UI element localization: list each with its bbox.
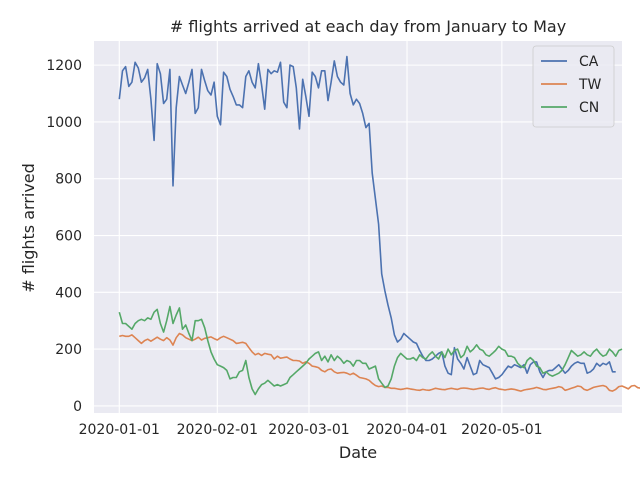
y-tick-label: 1000: [46, 115, 82, 131]
y-tick-label: 800: [55, 172, 82, 188]
x-tick-label: 2020-03-01: [268, 422, 349, 438]
y-axis-label: # flights arrived: [19, 163, 38, 293]
x-tick-label: 2020-05-01: [461, 422, 542, 438]
chart-title: # flights arrived at each day from Janua…: [170, 17, 566, 36]
y-tick-label: 1200: [46, 58, 82, 74]
legend: CA TW CN: [532, 45, 615, 128]
x-axis-label: Date: [339, 443, 377, 462]
y-tick-label: 600: [55, 229, 82, 245]
legend-label-cn: CN: [579, 100, 599, 116]
legend-label-tw: TW: [578, 77, 602, 93]
tick-labels: 0 200 400 600 800 1000 1200 2020-01-01 2020-02-0…: [46, 58, 542, 438]
y-tick-label: 200: [55, 342, 82, 358]
legend-box: [532, 45, 615, 128]
x-tick-label: 2020-02-01: [177, 422, 258, 438]
series-line-tw: [119, 332, 640, 392]
x-tick-label: 2020-01-01: [79, 422, 160, 438]
y-tick-label: 0: [73, 399, 82, 415]
legend-label-ca: CA: [579, 54, 599, 70]
x-tick-label: 2020-04-01: [366, 422, 447, 438]
grid: [94, 41, 622, 413]
series-line-ca: [118, 55, 616, 380]
series-line-cn: [118, 305, 623, 396]
y-tick-label: 400: [55, 285, 82, 301]
series-layer: [118, 55, 640, 396]
